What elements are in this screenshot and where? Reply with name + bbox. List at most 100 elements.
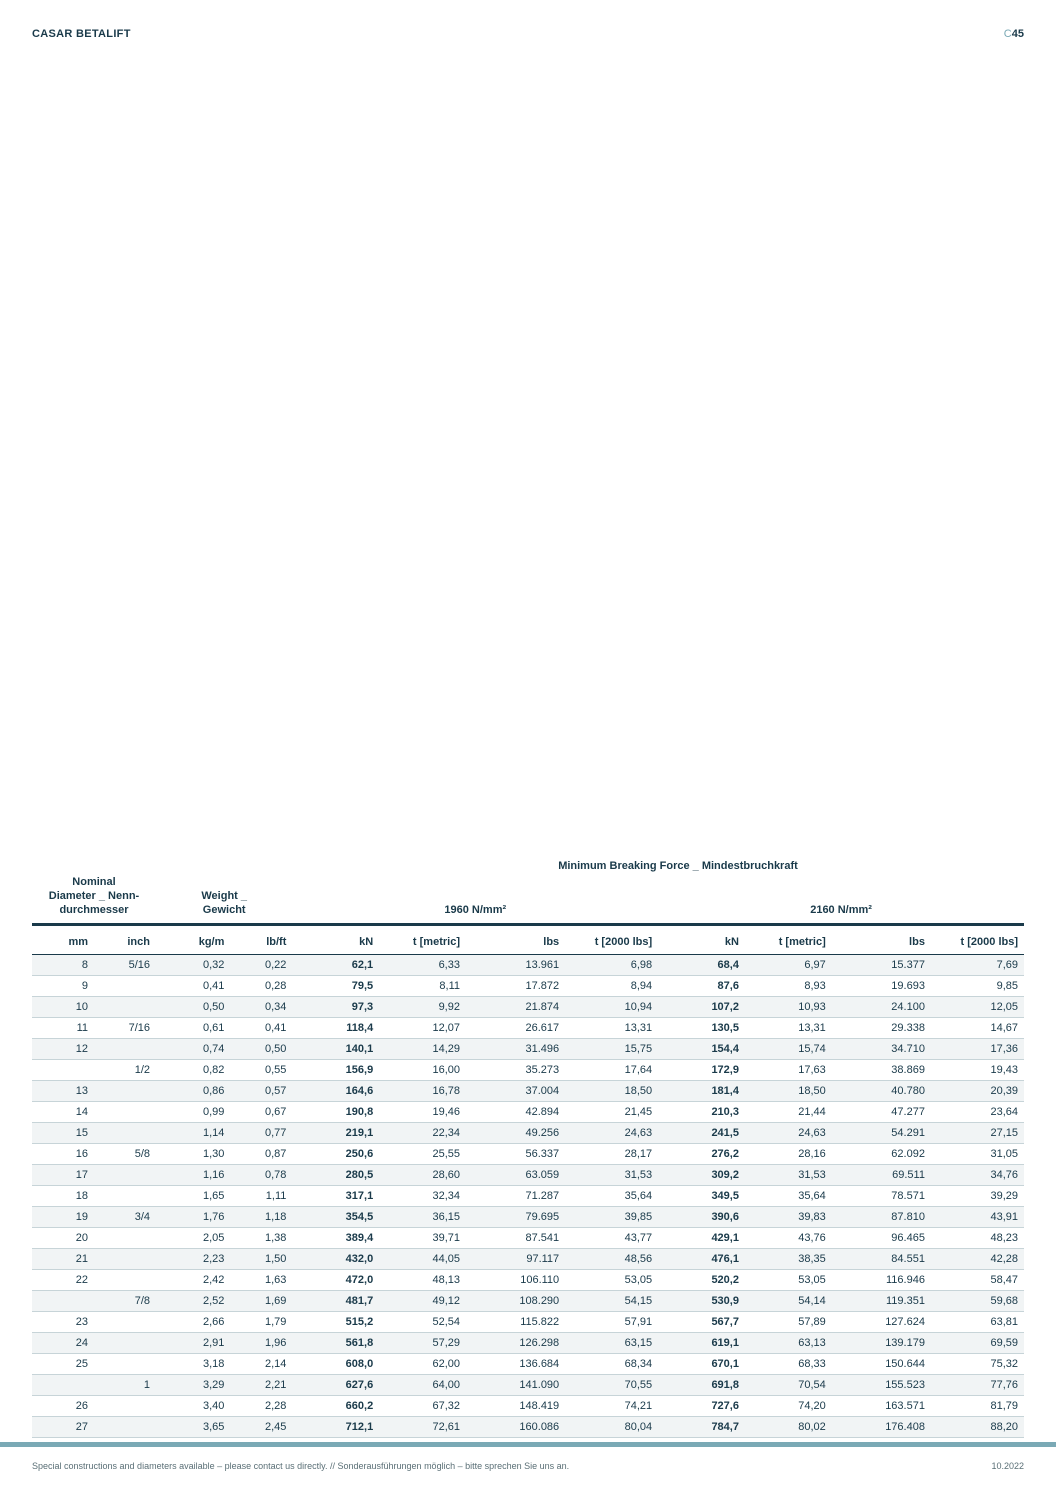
cell-t2k: 75,32 — [931, 1354, 1024, 1375]
cell-kN: 219,1 — [292, 1123, 379, 1144]
cell-mm: 20 — [32, 1228, 94, 1249]
table-row: 140,990,67190,819,4642.89421,45210,321,4… — [32, 1102, 1024, 1123]
cell-t2k: 6,98 — [565, 955, 658, 976]
cell-lbft: 1,11 — [230, 1186, 292, 1207]
cell-kN: 608,0 — [292, 1354, 379, 1375]
cell-kgm: 3,65 — [156, 1417, 230, 1438]
table-row: 165/81,300,87250,625,5556.33728,17276,22… — [32, 1144, 1024, 1165]
cell-tm: 17,63 — [745, 1060, 832, 1081]
cell-lbft: 2,14 — [230, 1354, 292, 1375]
cell-t2k: 34,76 — [931, 1165, 1024, 1186]
cell-kN: 309,2 — [658, 1165, 745, 1186]
cell-t2k: 39,29 — [931, 1186, 1024, 1207]
table-row: 222,421,63472,048,13106.11053,05520,253,… — [32, 1270, 1024, 1291]
table-row: 130,860,57164,616,7837.00418,50181,418,5… — [32, 1081, 1024, 1102]
table-body: 85/160,320,2262,16,3313.9616,9868,46,971… — [32, 955, 1024, 1438]
cell-lbs: 96.465 — [832, 1228, 931, 1249]
cell-lbft: 0,50 — [230, 1039, 292, 1060]
cell-kgm: 1,14 — [156, 1123, 230, 1144]
cell-inch: 1 — [94, 1375, 156, 1396]
table-row: 253,182,14608,062,00136.68468,34670,168,… — [32, 1354, 1024, 1375]
cell-inch — [94, 1417, 156, 1438]
cell-tm: 43,76 — [745, 1228, 832, 1249]
table-row: 263,402,28660,267,32148.41974,21727,674,… — [32, 1396, 1024, 1417]
cell-tm: 19,46 — [379, 1102, 466, 1123]
cell-kN: 561,8 — [292, 1333, 379, 1354]
cell-kN: 349,5 — [658, 1186, 745, 1207]
cell-t2k: 88,20 — [931, 1417, 1024, 1438]
cell-kgm: 0,41 — [156, 976, 230, 997]
cell-t2k: 21,45 — [565, 1102, 658, 1123]
cell-tm: 24,63 — [745, 1123, 832, 1144]
group-header-row: Nominal Diameter _ Nenn- durchmesser Wei… — [32, 876, 1024, 925]
cell-t2k: 20,39 — [931, 1081, 1024, 1102]
cell-mm: 25 — [32, 1354, 94, 1375]
cell-lbs: 63.059 — [466, 1165, 565, 1186]
cell-t2k: 31,05 — [931, 1144, 1024, 1165]
cell-kN: 118,4 — [292, 1018, 379, 1039]
cell-kgm: 2,52 — [156, 1291, 230, 1312]
cell-kN: 317,1 — [292, 1186, 379, 1207]
cell-tm: 12,07 — [379, 1018, 466, 1039]
grp-weight: Weight _ Gewicht — [156, 876, 292, 925]
cell-kgm: 2,42 — [156, 1270, 230, 1291]
cell-lbs: 87.541 — [466, 1228, 565, 1249]
cell-kgm: 0,61 — [156, 1018, 230, 1039]
cell-lbs: 13.961 — [466, 955, 565, 976]
cell-kN: 567,7 — [658, 1312, 745, 1333]
cell-tm: 63,13 — [745, 1333, 832, 1354]
cell-lbft: 1,38 — [230, 1228, 292, 1249]
cell-t2k: 8,94 — [565, 976, 658, 997]
cell-t2k: 23,64 — [931, 1102, 1024, 1123]
cell-kN: 241,5 — [658, 1123, 745, 1144]
header-page-number: C45 — [1004, 28, 1024, 40]
footer-date: 10.2022 — [991, 1461, 1024, 1471]
cell-t2k: 9,85 — [931, 976, 1024, 997]
sh-kgm: kg/m — [156, 925, 230, 955]
cell-lbs: 116.946 — [832, 1270, 931, 1291]
table-row: 202,051,38389,439,7187.54143,77429,143,7… — [32, 1228, 1024, 1249]
cell-t2k: 59,68 — [931, 1291, 1024, 1312]
cell-lbs: 37.004 — [466, 1081, 565, 1102]
cell-tm: 32,34 — [379, 1186, 466, 1207]
cell-tm: 39,83 — [745, 1207, 832, 1228]
cell-kN: 670,1 — [658, 1354, 745, 1375]
cell-kN: 389,4 — [292, 1228, 379, 1249]
cell-kN: 432,0 — [292, 1249, 379, 1270]
cell-t2k: 48,23 — [931, 1228, 1024, 1249]
cell-inch: 3/4 — [94, 1207, 156, 1228]
cell-lbs: 40.780 — [832, 1081, 931, 1102]
cell-kN: 190,8 — [292, 1102, 379, 1123]
cell-lbs: 29.338 — [832, 1018, 931, 1039]
cell-kgm: 1,30 — [156, 1144, 230, 1165]
cell-tm: 38,35 — [745, 1249, 832, 1270]
sh-tm-1: t [metric] — [379, 925, 466, 955]
cell-lbft: 0,78 — [230, 1165, 292, 1186]
cell-tm: 16,78 — [379, 1081, 466, 1102]
cell-t2k: 63,81 — [931, 1312, 1024, 1333]
cell-tm: 80,02 — [745, 1417, 832, 1438]
mbf-title: Minimum Breaking Force _ Mindestbruchkra… — [332, 860, 1024, 872]
table-row: 242,911,96561,857,29126.29863,15619,163,… — [32, 1333, 1024, 1354]
cell-kN: 154,4 — [658, 1039, 745, 1060]
cell-tm: 25,55 — [379, 1144, 466, 1165]
cell-inch — [94, 1249, 156, 1270]
cell-lbs: 42.894 — [466, 1102, 565, 1123]
cell-mm: 14 — [32, 1102, 94, 1123]
sh-inch: inch — [94, 925, 156, 955]
cell-inch — [94, 997, 156, 1018]
cell-kgm: 1,65 — [156, 1186, 230, 1207]
cell-tm: 18,50 — [745, 1081, 832, 1102]
footer-note: Special constructions and diameters avai… — [32, 1461, 569, 1471]
cell-inch — [94, 1165, 156, 1186]
cell-t2k: 57,91 — [565, 1312, 658, 1333]
cell-inch — [94, 1270, 156, 1291]
cell-lbft: 0,34 — [230, 997, 292, 1018]
cell-lbs: 15.377 — [832, 955, 931, 976]
page: CASAR BETALIFT C45 Minimum Breaking Forc… — [0, 0, 1056, 1493]
cell-t2k: 7,69 — [931, 955, 1024, 976]
cell-t2k: 58,47 — [931, 1270, 1024, 1291]
cell-lbs: 38.869 — [832, 1060, 931, 1081]
page-header: CASAR BETALIFT C45 — [32, 28, 1024, 40]
cell-lbs: 84.551 — [832, 1249, 931, 1270]
